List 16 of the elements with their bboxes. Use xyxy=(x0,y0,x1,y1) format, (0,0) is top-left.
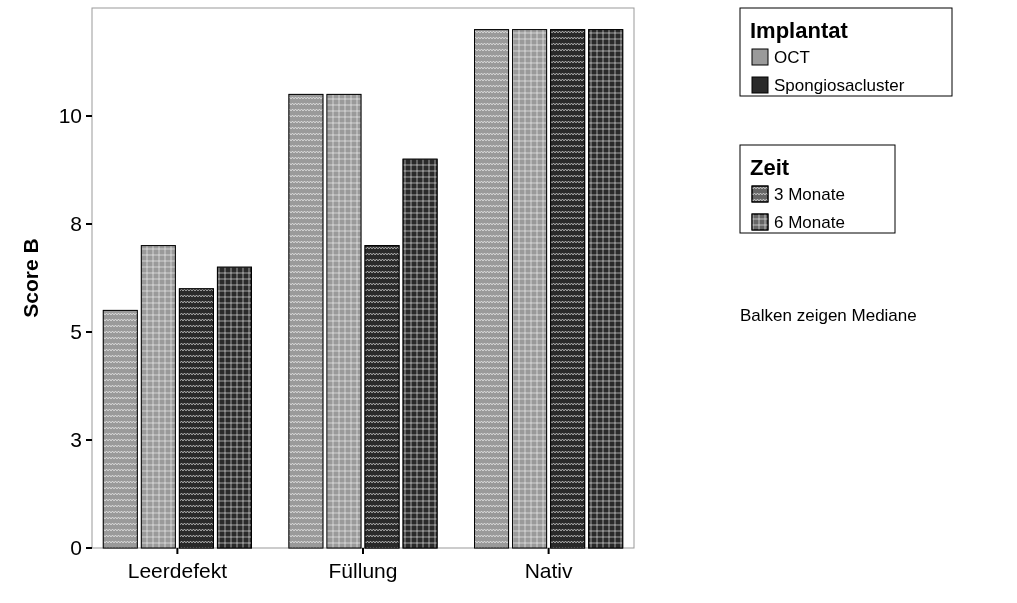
text: 6 Monate xyxy=(774,213,845,232)
y-tick-label: 5 xyxy=(70,320,82,344)
text: Spongiosacluster xyxy=(774,76,905,95)
y-tick-label: 3 xyxy=(70,428,82,452)
text: Balken zeigen Mediane xyxy=(740,306,917,325)
y-tick-label: 8 xyxy=(70,212,82,236)
x-tick-label: Füllung xyxy=(328,559,398,582)
x-tick-label: Nativ xyxy=(524,559,574,582)
y-tick-label: 10 xyxy=(58,104,82,128)
text: 3 Monate xyxy=(774,185,845,204)
text: OCT xyxy=(774,48,810,67)
y-tick-label: 0 xyxy=(70,536,82,560)
text: Implantat xyxy=(750,18,849,43)
x-tick-label: Leerdefekt xyxy=(127,559,228,582)
text: Zeit xyxy=(750,155,790,180)
y-axis-title: Score B xyxy=(19,238,42,318)
